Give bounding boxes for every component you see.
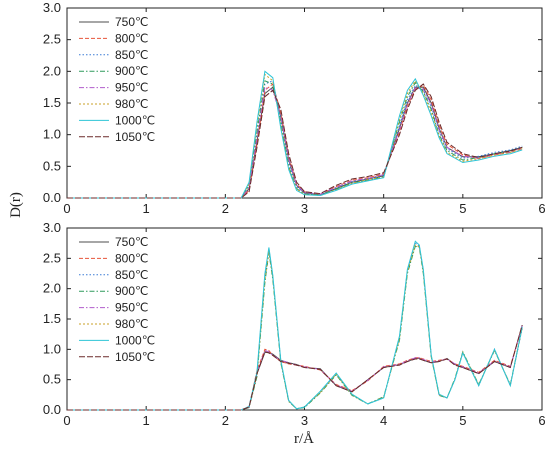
x-tick-label: 3 [301,201,308,216]
bottom-panel: 0 1 2 3 4 5 6 0.0 0.5 1.0 1.5 2.0 2.5 3.0 750℃ 800℃ 850℃… [43,220,546,428]
legend-label: 950℃ [115,81,149,95]
y-tick-label: 3.0 [43,0,61,15]
legend-label: 950℃ [115,301,149,315]
series-line-4 [67,86,523,199]
y-tick-label: 0.0 [43,402,61,417]
x-axis-label: r/Å [294,431,314,447]
legend-label: 1050℃ [115,130,155,144]
series-line-7 [67,83,523,199]
x-tick-label: 6 [538,201,545,216]
y-tick-label: 3.0 [43,220,61,235]
legend: 750℃ 800℃ 850℃ 900℃ 950℃ 980℃ 1000℃ 1050℃ [79,235,155,364]
legend-label: 750℃ [115,15,149,29]
x-tick-label: 5 [459,201,466,216]
y-tick-label: 2.5 [43,250,61,265]
series-line-7 [67,324,523,411]
legend-label: 1050℃ [115,350,155,364]
legend-label: 1000℃ [115,333,155,347]
y-tick-label: 1.0 [43,341,61,356]
series-line-2 [67,80,523,199]
y-tick-label: 0.0 [43,190,61,205]
x-tick-label: 0 [63,201,70,216]
y-tick-label: 1.5 [43,95,61,110]
y-tick-label: 2.5 [43,32,61,47]
x-tick-label: 0 [63,413,70,428]
series-line-3 [67,80,523,199]
x-tick-label: 2 [222,201,229,216]
series-line-6 [67,240,523,411]
legend-label: 750℃ [115,235,149,249]
y-tick-label: 0.5 [43,158,61,173]
series-line-5 [67,73,523,199]
legend: 750℃ 800℃ 850℃ 900℃ 950℃ 980℃ 1000℃ 1050℃ [79,15,155,144]
x-tick-label: 5 [459,413,466,428]
legend-label: 900℃ [115,284,149,298]
series-line-1 [67,326,523,411]
legend-label: 1000℃ [115,113,155,127]
x-tick-label: 1 [143,201,150,216]
legend-label: 900℃ [115,64,149,78]
legend-label: 800℃ [115,31,149,45]
x-tick-label: 6 [538,413,545,428]
x-tick-label: 1 [143,413,150,428]
y-tick-label: 2.0 [43,63,61,78]
x-tick-label: 2 [222,413,229,428]
legend-label: 980℃ [115,317,149,331]
legend-label: 850℃ [115,48,149,62]
y-tick-label: 1.5 [43,311,61,326]
x-tick-label: 4 [380,201,387,216]
series-line-6 [67,70,523,199]
x-tick-label: 4 [380,413,387,428]
legend-label: 980℃ [115,97,149,111]
y-tick-label: 2.0 [43,281,61,296]
y-tick-label: 1.0 [43,127,61,142]
top-panel: 0 1 2 3 4 5 6 0.0 0.5 1.0 1.5 2.0 2.5 3.0 750℃ 800℃ 850℃… [43,0,546,216]
x-tick-label: 3 [301,413,308,428]
y-tick-label: 0.5 [43,372,61,387]
y-axis-label: D(r) [8,192,24,218]
legend-label: 800℃ [115,251,149,265]
legend-label: 850℃ [115,268,149,282]
